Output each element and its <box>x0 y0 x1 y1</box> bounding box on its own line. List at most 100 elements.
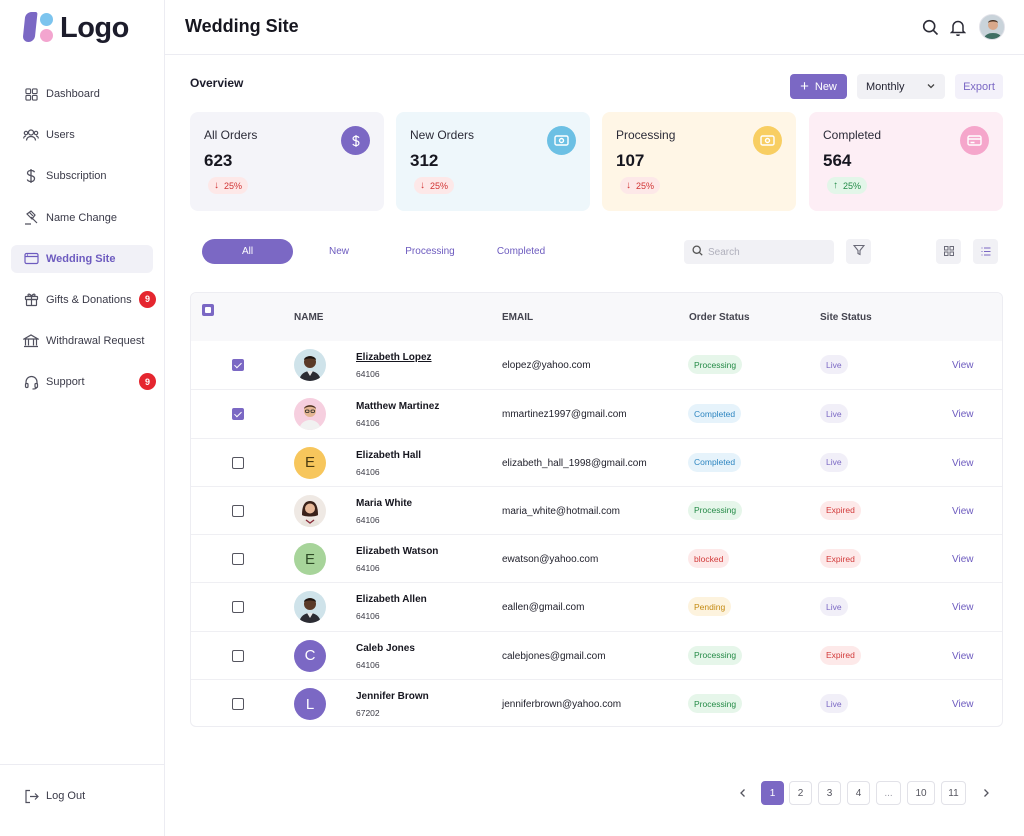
arrow-down-icon: ↓ <box>420 180 425 191</box>
row-checkbox[interactable] <box>232 553 244 566</box>
chevron-down-icon <box>926 81 936 94</box>
stat-change-badge: ↓ 25% <box>620 177 661 194</box>
gift-icon <box>23 292 39 308</box>
site-status-badge: Live <box>820 404 848 424</box>
tab-all[interactable]: All <box>202 239 293 264</box>
view-link[interactable]: View <box>952 409 974 421</box>
gavel-icon <box>23 210 39 226</box>
page-button[interactable]: 10 <box>907 781 935 805</box>
stat-card-title: Completed <box>823 128 882 142</box>
table-row: L Jennifer Brown 67202 jenniferbrown@yahoo.… <box>191 679 1002 726</box>
sidebar-item-withdrawal-request[interactable]: Withdrawal Request <box>11 327 153 355</box>
sidebar-item-name-change[interactable]: Name Change <box>11 204 153 232</box>
order-status-badge: Processing <box>688 645 743 665</box>
page-button[interactable]: 4 <box>847 781 870 805</box>
stat-change-value: 25% <box>430 180 449 191</box>
sidebar-item-subscription[interactable]: Subscription <box>11 162 153 190</box>
logo[interactable]: Logo <box>22 11 129 45</box>
page-button[interactable]: 11 <box>941 781 966 805</box>
row-name[interactable]: Elizabeth Hall <box>356 449 422 461</box>
bell-icon[interactable] <box>948 17 968 37</box>
site-status-badge: Live <box>820 355 848 374</box>
search-icon[interactable] <box>920 17 940 37</box>
avatar-initial: C <box>304 647 316 665</box>
avatar <box>294 398 326 431</box>
next-page-icon[interactable] <box>978 785 994 801</box>
logout-button[interactable]: Log Out <box>23 788 85 804</box>
user-avatar[interactable] <box>979 14 1005 40</box>
tab-processing[interactable]: Processing <box>405 246 455 257</box>
browser-icon <box>23 251 39 267</box>
arrow-up-icon: ↑ <box>833 180 838 191</box>
order-status-badge: Processing <box>688 694 743 714</box>
previous-page-icon[interactable] <box>735 785 751 801</box>
row-name[interactable]: Elizabeth Watson <box>356 546 439 558</box>
sidebar-item-wedding-site[interactable]: Wedding Site <box>11 244 153 273</box>
list-view-button[interactable] <box>973 239 998 264</box>
sidebar-nav: Dashboard Users Subscription Name Change… <box>11 80 156 410</box>
view-link[interactable]: View <box>952 360 974 371</box>
new-button[interactable]: + New <box>790 74 847 99</box>
sidebar-item-gifts-donations[interactable]: Gifts & Donations 9 <box>11 286 156 314</box>
logout-icon <box>23 788 39 804</box>
row-checkbox[interactable] <box>232 649 244 662</box>
plus-icon: + <box>800 78 809 95</box>
arrow-down-icon: ↓ <box>214 180 219 191</box>
row-checkbox[interactable] <box>232 698 244 711</box>
view-link[interactable]: View <box>952 699 974 711</box>
order-status-badge: Processing <box>688 355 743 374</box>
logo-text: Logo <box>60 11 129 44</box>
row-email: eallen@gmail.com <box>502 602 585 614</box>
row-checkbox[interactable] <box>232 504 244 517</box>
view-link[interactable]: View <box>952 602 974 614</box>
sidebar-item-support[interactable]: Support 9 <box>11 368 156 396</box>
view-link[interactable]: View <box>952 554 974 566</box>
grid-view-button[interactable] <box>936 239 961 264</box>
divider <box>0 764 165 765</box>
filter-button[interactable] <box>846 239 871 264</box>
bank-icon <box>23 333 39 349</box>
search-input[interactable] <box>708 246 828 258</box>
row-name[interactable]: Matthew Martinez <box>356 401 440 413</box>
avatar: C <box>294 639 326 672</box>
row-id: 64106 <box>356 611 380 622</box>
row-name[interactable]: Maria White <box>356 497 413 509</box>
page-button[interactable]: 1 <box>761 781 784 805</box>
period-select[interactable]: Monthly <box>857 74 945 99</box>
row-name[interactable]: Elizabeth Lopez <box>356 352 432 363</box>
sidebar-item-users[interactable]: Users <box>11 121 153 149</box>
stat-card-title: Processing <box>616 128 676 142</box>
stat-change-value: 25% <box>636 180 655 191</box>
order-status-badge: Processing <box>688 500 743 520</box>
page-button[interactable]: 2 <box>789 781 812 805</box>
sidebar-item-label: Wedding Site <box>46 252 116 265</box>
sidebar-item-dashboard[interactable]: Dashboard <box>11 80 153 108</box>
page-button[interactable]: 3 <box>818 781 841 805</box>
table-header: NAME EMAIL Order Status Site Status <box>191 293 1002 341</box>
view-link[interactable]: View <box>952 505 974 517</box>
row-email: mmartinez1997@gmail.com <box>502 409 627 421</box>
stat-cards: All Orders 623 ↓ 25% New Orders 312 ↓ 25% … <box>190 112 1003 211</box>
grid-icon <box>23 86 39 102</box>
row-checkbox[interactable] <box>232 408 244 421</box>
orders-table: NAME EMAIL Order Status Site Status Eliz… <box>190 292 1003 727</box>
row-id: 64106 <box>356 418 380 429</box>
period-select-value: Monthly <box>866 80 905 93</box>
row-checkbox[interactable] <box>232 601 244 614</box>
row-id: 64106 <box>356 369 380 379</box>
row-name[interactable]: Elizabeth Allen <box>356 594 427 606</box>
notification-badge: 9 <box>139 373 156 391</box>
headset-icon <box>23 374 39 390</box>
row-checkbox[interactable] <box>232 456 244 469</box>
row-checkbox[interactable] <box>232 359 244 371</box>
tab-completed[interactable]: Completed <box>496 246 546 257</box>
tab-new[interactable]: New <box>328 246 349 257</box>
select-all-checkbox[interactable] <box>202 304 214 316</box>
view-link[interactable]: View <box>952 457 974 469</box>
card-icon <box>960 126 989 155</box>
view-link[interactable]: View <box>952 650 974 662</box>
row-email: elopez@yahoo.com <box>502 360 591 371</box>
export-button[interactable]: Export <box>955 74 1003 99</box>
row-name[interactable]: Caleb Jones <box>356 642 415 654</box>
row-name[interactable]: Jennifer Brown <box>356 691 429 703</box>
